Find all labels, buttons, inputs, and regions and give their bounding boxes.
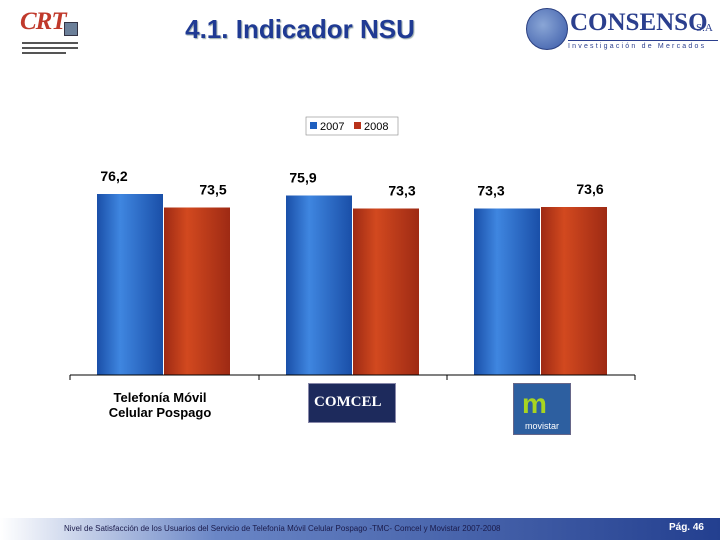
data-label-2007-2: 73,3: [477, 183, 504, 199]
legend-swatch-2008: [354, 122, 361, 129]
legend-swatch-2007: [310, 122, 317, 129]
bar-2008-1: [353, 208, 419, 375]
footer-text: Nivel de Satisfacción de los Usuarios de…: [64, 524, 501, 533]
legend-label-2008: 2008: [364, 121, 388, 133]
page-title: 4.1. Indicador NSU: [185, 14, 415, 44]
footer-bar: Nivel de Satisfacción de los Usuarios de…: [0, 518, 720, 540]
bar-2008-0: [164, 207, 230, 375]
consenso-logo-name: CONSENSO: [570, 9, 708, 36]
bar-2007-0: [97, 194, 163, 375]
page-number: Pág. 46: [668, 522, 704, 533]
comcel-logo: COMCEL: [308, 383, 396, 423]
legend-box: [305, 116, 399, 136]
movistar-logo: m movistar: [513, 383, 571, 435]
movistar-m-icon: m: [522, 388, 547, 419]
crt-logo-text: CRT: [20, 8, 67, 35]
data-label-2007-0: 76,2: [100, 168, 127, 184]
comcel-logo-text: COMCEL: [314, 394, 382, 410]
data-label-2008-1: 73,3: [388, 183, 415, 199]
consenso-emblem-icon: [526, 8, 568, 50]
data-label-2008-0: 73,5: [199, 182, 226, 198]
crt-logo-box: [64, 22, 78, 36]
consenso-logo-suffix: S.A: [696, 22, 713, 34]
legend-label-2007: 2007: [320, 121, 344, 133]
category-label-telefonia: Telefonía Móvil Celular Pospago: [108, 390, 212, 420]
consenso-logo-tagline: Investigación de Mercados: [568, 40, 718, 50]
data-label-2007-1: 75,9: [289, 170, 316, 186]
data-label-2008-2: 73,6: [576, 181, 603, 197]
consenso-logo: CONSENSO S.A Investigación de Mercados: [524, 4, 720, 58]
bar-2007-2: [474, 208, 540, 375]
crt-logo: CRT: [20, 8, 82, 58]
bar-2008-2: [541, 207, 607, 375]
movistar-logo-text: movistar: [524, 421, 559, 431]
crt-logo-subtitle: [22, 42, 80, 57]
bar-2007-1: [286, 195, 352, 375]
